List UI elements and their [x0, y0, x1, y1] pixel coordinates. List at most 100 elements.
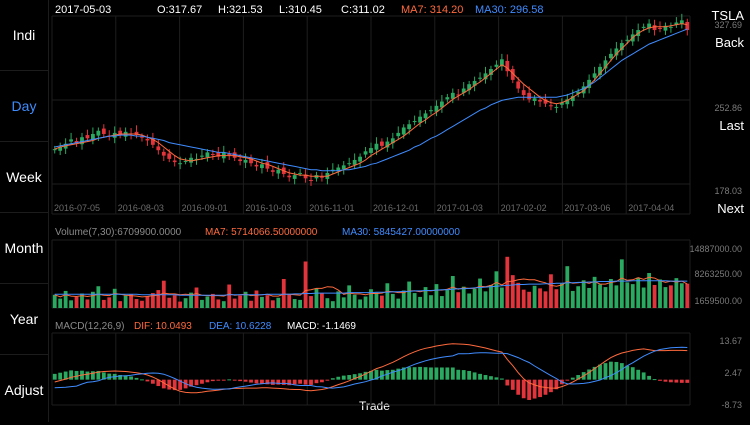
date-tick-label: 2017-02-02	[500, 203, 547, 213]
candle-body	[461, 88, 466, 93]
candle-body	[287, 175, 292, 178]
macd-dif: DIF: 10.0493	[134, 321, 192, 332]
candle-body	[85, 135, 90, 139]
macd-bar	[429, 367, 433, 380]
macd-bar	[118, 375, 123, 380]
volume-bar	[521, 289, 526, 308]
candle-body	[134, 131, 139, 136]
volume-bar	[549, 274, 553, 308]
sidebar-item-month[interactable]: Month	[0, 213, 48, 284]
sidebar-item-week[interactable]: Week	[0, 142, 48, 213]
volume-bar	[516, 282, 521, 308]
candle-body	[140, 136, 144, 138]
volume-bar	[641, 287, 646, 308]
candle-body	[592, 73, 597, 78]
macd-bar	[107, 373, 112, 380]
candle-body	[347, 163, 352, 165]
volume-bar	[374, 292, 379, 308]
candle-body	[429, 110, 433, 112]
sidebar-item-label: Indi	[12, 27, 36, 43]
candle-body	[396, 132, 401, 137]
candle-body	[232, 152, 237, 158]
volume-bar	[619, 259, 624, 308]
macd-bar	[630, 367, 635, 380]
volume-bar	[554, 289, 559, 308]
date-tick-label: 2016-11-01	[309, 203, 355, 213]
volume-bar	[472, 288, 477, 308]
volume-bar	[172, 295, 177, 308]
candle-body	[118, 130, 123, 136]
volume-bar	[461, 286, 466, 308]
candle-body	[150, 138, 155, 145]
macd-bar	[178, 379, 183, 390]
macd-bar	[210, 379, 215, 382]
candle-body	[254, 164, 259, 167]
volume-bar	[52, 294, 57, 308]
candle-body	[472, 80, 477, 86]
trade-button[interactable]: Trade	[359, 399, 390, 413]
volume-bar	[363, 296, 368, 308]
macd-bar	[325, 379, 330, 381]
macd-bar	[52, 373, 57, 380]
macd-bar	[499, 378, 504, 380]
volume-bar	[669, 285, 673, 308]
volume-ytick-mid: 8263250.00	[694, 269, 742, 279]
macd-bar	[287, 379, 292, 386]
macd-bar	[303, 379, 308, 385]
volume-bar	[538, 288, 542, 308]
sidebar-item-day[interactable]: Day	[0, 71, 48, 142]
volume-bar	[674, 278, 679, 308]
candle-body	[619, 43, 624, 51]
candle-body	[614, 48, 619, 56]
volume-bar	[303, 261, 308, 308]
macd-bar	[379, 370, 384, 380]
candle-body	[390, 138, 395, 144]
back-button[interactable]: Back	[715, 35, 744, 50]
macd-bar	[554, 379, 559, 390]
volume-bar	[281, 278, 286, 308]
candle-body	[69, 139, 73, 142]
candle-body	[625, 39, 630, 41]
macd-bar	[434, 367, 439, 380]
period-sidebar: Indi Day Week Month Year Adjust	[0, 0, 49, 422]
volume-bar	[559, 283, 564, 308]
macd-bar	[549, 379, 553, 393]
sidebar-item-indi[interactable]: Indi	[0, 0, 48, 71]
volume-bar	[265, 295, 270, 308]
volume-bar	[63, 290, 68, 308]
sidebar-item-year[interactable]: Year	[0, 284, 48, 355]
volume-bar	[85, 299, 90, 308]
volume-bar	[450, 276, 455, 308]
macd-bar	[390, 369, 395, 380]
last-button[interactable]: Last	[719, 118, 744, 133]
volume-bar	[570, 290, 575, 308]
volume-bar	[423, 287, 428, 308]
macd-bar	[281, 379, 286, 385]
candle-body	[238, 159, 243, 162]
price-ma30-line	[54, 28, 688, 172]
volume-bar	[292, 299, 297, 308]
volume-bar	[429, 295, 433, 308]
candle-body	[685, 21, 690, 31]
candle-body	[434, 105, 439, 112]
volume-bar	[80, 293, 84, 308]
macd-bar	[467, 370, 472, 380]
next-button[interactable]: Next	[717, 201, 744, 216]
macd-bar	[647, 375, 652, 380]
macd-bar	[527, 379, 532, 400]
sidebar-item-adjust[interactable]: Adjust	[0, 355, 48, 425]
volume-bar	[347, 285, 352, 308]
candle-body	[183, 161, 188, 163]
volume-bar	[74, 296, 79, 308]
volume-bar	[210, 293, 215, 308]
macd-bar	[276, 379, 281, 385]
candle-body	[543, 99, 548, 104]
candle-body	[194, 158, 199, 160]
volume-bar	[434, 284, 439, 308]
macd-bar	[641, 372, 646, 380]
macd-ytick-bottom: -8.73	[721, 400, 742, 410]
candle-body	[598, 66, 602, 75]
volume-bar	[445, 290, 450, 308]
volume-bar	[69, 300, 73, 308]
